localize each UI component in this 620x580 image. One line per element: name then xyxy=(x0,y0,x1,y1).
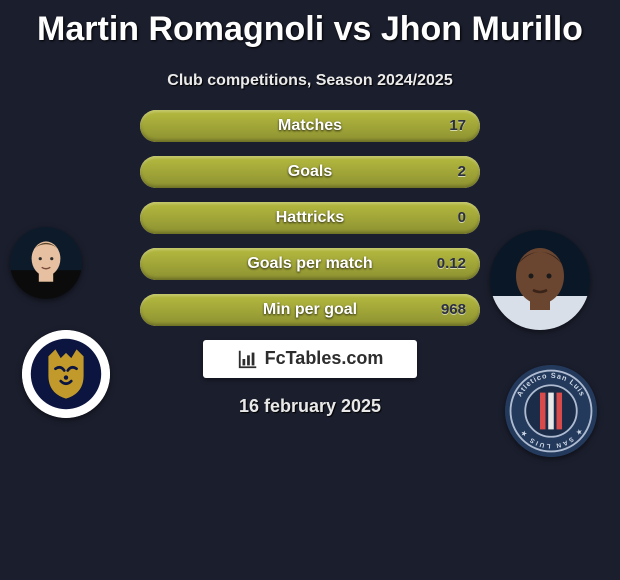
stat-bar: Goals per match 0.12 xyxy=(140,248,480,280)
chart-icon xyxy=(237,348,259,370)
stat-bar: Matches 17 xyxy=(140,110,480,142)
bar-label: Goals per match xyxy=(140,248,480,280)
bar-value: 0.12 xyxy=(437,248,466,280)
bar-label: Goals xyxy=(140,156,480,188)
club-left-svg xyxy=(22,330,110,418)
page-title: Martin Romagnoli vs Jhon Murillo xyxy=(0,10,620,49)
bar-value: 968 xyxy=(441,294,466,326)
bar-value: 2 xyxy=(458,156,466,188)
club-right-svg: Atletico San Luis ★ SAN LUIS ★ xyxy=(505,365,597,457)
branding-badge: FcTables.com xyxy=(203,340,417,378)
stat-bars: Matches 17 Goals 2 Hattricks 0 Goals per… xyxy=(140,110,480,326)
player-right-avatar xyxy=(490,230,590,330)
stat-bar: Min per goal 968 xyxy=(140,294,480,326)
bar-label: Min per goal xyxy=(140,294,480,326)
club-right-badge: Atletico San Luis ★ SAN LUIS ★ xyxy=(505,365,597,457)
comparison-panel: Atletico San Luis ★ SAN LUIS ★ Matches 1… xyxy=(0,110,620,417)
avatar-right-svg xyxy=(490,230,590,330)
bar-label: Hattricks xyxy=(140,202,480,234)
stat-bar: Hattricks 0 xyxy=(140,202,480,234)
subtitle: Club competitions, Season 2024/2025 xyxy=(0,72,620,90)
bar-value: 17 xyxy=(449,110,466,142)
avatar-left-svg xyxy=(10,227,82,299)
bar-value: 0 xyxy=(458,202,466,234)
player-left-avatar xyxy=(10,227,82,299)
branding-text: FcTables.com xyxy=(265,348,384,369)
club-left-badge xyxy=(22,330,110,418)
stat-bar: Goals 2 xyxy=(140,156,480,188)
bar-label: Matches xyxy=(140,110,480,142)
